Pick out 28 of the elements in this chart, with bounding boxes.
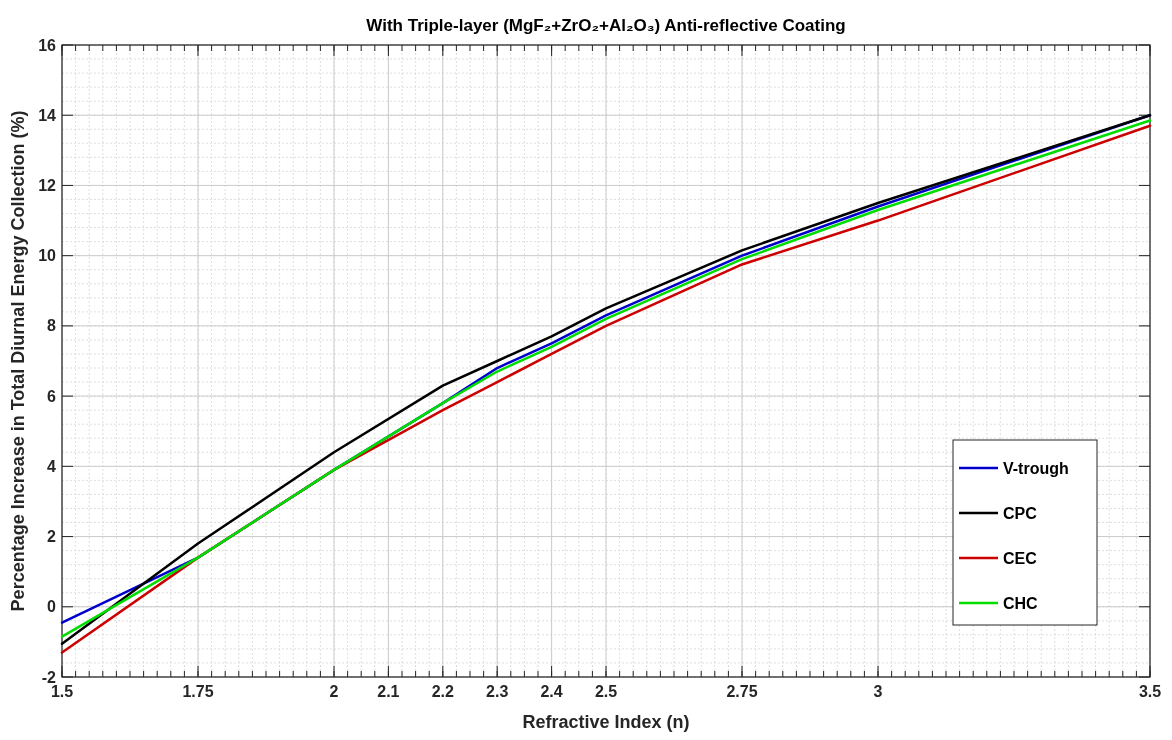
y-tick-label: 8 — [47, 317, 57, 335]
legend-label: CHC — [1003, 594, 1039, 612]
x-tick-label: 1.75 — [182, 683, 214, 700]
x-tick-label: 2.5 — [594, 683, 618, 700]
legend-label: CEC — [1003, 549, 1038, 567]
legend-label: CPC — [1003, 504, 1038, 522]
y-tick-label: 0 — [47, 598, 57, 616]
y-tick-label: 12 — [38, 177, 57, 195]
y-tick-label: 4 — [47, 457, 57, 475]
legend-label: V-trough — [1003, 459, 1069, 477]
x-tick-label: 1.5 — [50, 683, 74, 700]
y-tick-label: 16 — [38, 36, 57, 54]
x-tick-label: 3.5 — [1138, 683, 1162, 700]
y-tick-label: -2 — [41, 668, 57, 686]
x-tick-label: 3 — [873, 683, 883, 700]
x-tick-label: 2.1 — [377, 683, 400, 700]
y-tick-label: 10 — [38, 247, 57, 265]
x-tick-label: 2.75 — [726, 683, 758, 700]
y-axis-title: Percentage Increase in Total Diurnal Energy Collection (%) — [8, 110, 28, 612]
x-tick-label: 2.3 — [486, 683, 509, 700]
y-tick-label: 14 — [38, 106, 57, 124]
chart-title: With Triple-layer (MgF₂+ZrO₂+Al₂O₃) Anti-reflective Coating — [366, 16, 846, 35]
x-tick-label: 2 — [329, 683, 339, 700]
x-axis-title: Refractive Index (n) — [522, 712, 690, 732]
y-tick-label: 2 — [47, 528, 57, 546]
x-tick-label: 2.2 — [431, 683, 455, 700]
y-tick-label: 6 — [47, 387, 57, 405]
x-tick-label: 2.4 — [540, 683, 563, 700]
